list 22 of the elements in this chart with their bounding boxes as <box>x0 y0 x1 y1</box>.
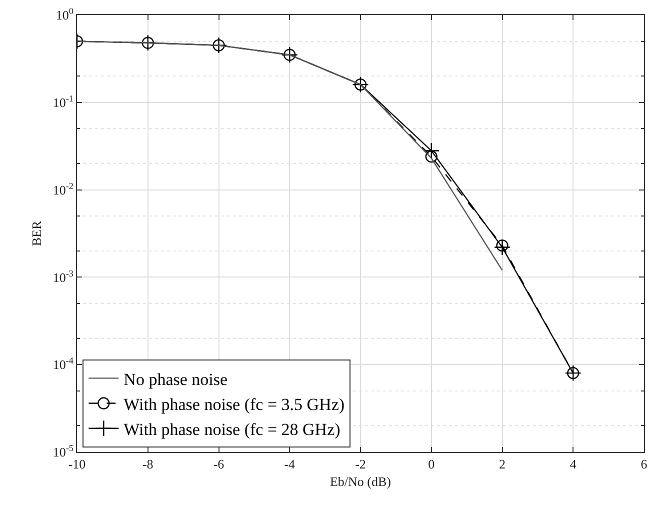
y-tick-label: 10$^{-1}$ <box>52 93 74 110</box>
y-tick-label: 10$^{-3}$ <box>52 268 74 285</box>
x-tick-label: 6 <box>640 456 648 472</box>
y-axis-title: BER <box>28 220 44 246</box>
x-tick-label: -8 <box>142 456 154 472</box>
point <box>496 239 508 252</box>
legend-label: With phase noise (fc = 3.5 GHz) <box>124 394 345 414</box>
legend-label: With phase noise (fc = 28 GHz) <box>124 420 340 440</box>
x-tick-label: -2 <box>355 456 366 472</box>
y-tick-label: 10$^{0}$ <box>56 6 74 23</box>
x-tick-label: 4 <box>570 456 577 472</box>
x-tick-label: -6 <box>213 456 225 472</box>
y-tick-label: 10$^{-2}$ <box>52 180 74 198</box>
legend-label: No phase noise <box>124 370 228 389</box>
y-tick-label: 10$^{-4}$ <box>52 356 74 372</box>
x-axis-title: Eb/No (dB) <box>330 474 392 490</box>
x-tick-label: 0 <box>428 456 435 472</box>
x-tick-label: 2 <box>499 456 506 472</box>
x-tick-label: -4 <box>284 456 296 472</box>
point <box>494 238 511 256</box>
point <box>425 150 438 163</box>
point <box>423 142 440 160</box>
